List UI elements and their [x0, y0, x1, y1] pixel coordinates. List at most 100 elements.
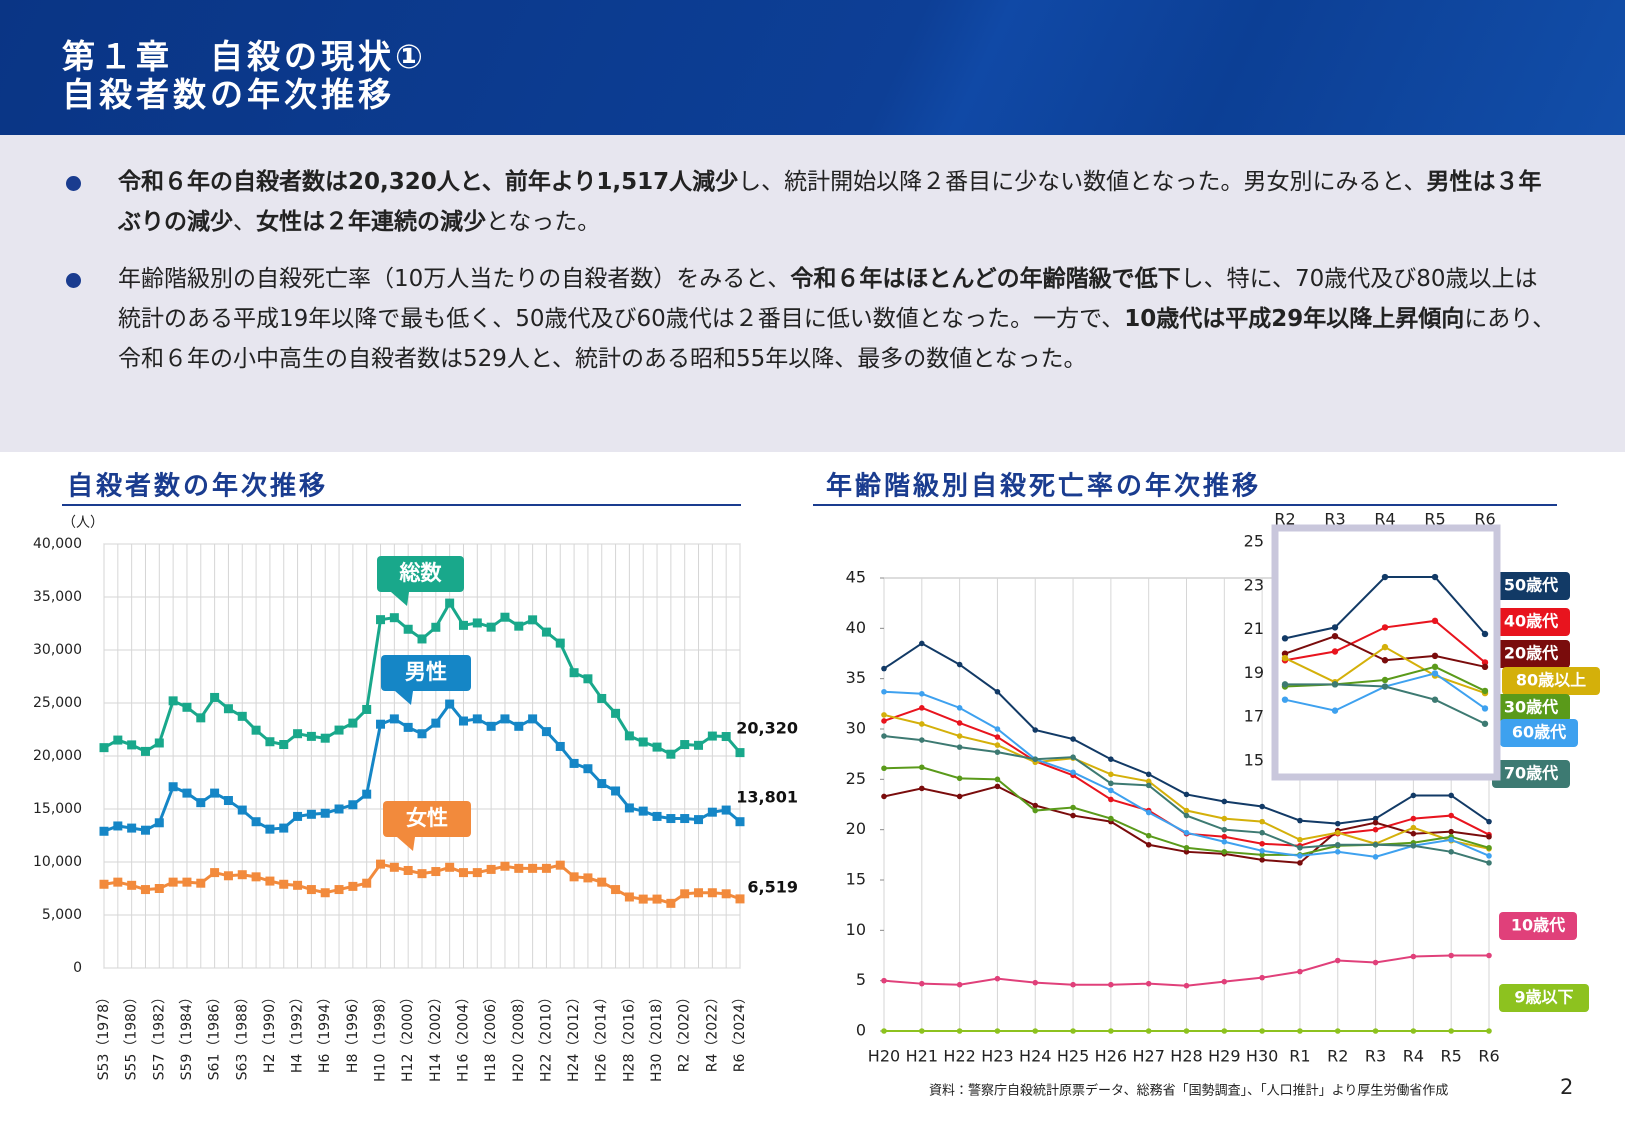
- marker: [541, 627, 551, 637]
- data-label: 6,519: [747, 878, 798, 897]
- inset-marker: [1381, 573, 1389, 581]
- legend-label: 男性: [405, 660, 447, 684]
- x-tick-label: H4（1992）: [290, 990, 306, 1073]
- inset-y-tick-label: 17: [1244, 707, 1264, 726]
- legend-label: 60歳代: [1512, 723, 1566, 742]
- inset-marker: [1281, 650, 1289, 657]
- marker: [735, 748, 745, 758]
- marker: [707, 731, 717, 741]
- marker: [154, 818, 164, 828]
- marker: [666, 898, 676, 908]
- x-tick-label: H24: [1019, 1047, 1051, 1066]
- marker: [1410, 842, 1417, 849]
- marker: [694, 815, 704, 825]
- marker: [994, 742, 1001, 748]
- y-tick-label: 0: [73, 960, 82, 976]
- marker: [1448, 792, 1454, 799]
- marker: [362, 878, 372, 888]
- x-tick-label: H2（1990）: [262, 990, 278, 1073]
- marker: [113, 877, 123, 887]
- marker: [1448, 849, 1454, 855]
- marker: [1183, 812, 1190, 819]
- x-tick-label: H28: [1170, 1047, 1202, 1066]
- marker: [1070, 812, 1076, 819]
- marker: [994, 1028, 1001, 1034]
- marker: [1372, 854, 1379, 860]
- marker: [223, 871, 233, 881]
- text: となった。: [486, 209, 601, 235]
- marker: [223, 796, 233, 806]
- x-tick-label: S59（1984）: [179, 990, 195, 1080]
- y-tick-label: 15: [846, 870, 866, 889]
- page-title: 自殺者数の年次推移: [62, 75, 395, 114]
- inset-marker: [1381, 657, 1389, 664]
- marker: [279, 740, 289, 750]
- x-tick-label: S57（1982）: [151, 990, 167, 1080]
- marker: [1486, 1028, 1492, 1034]
- marker: [223, 704, 233, 714]
- marker: [140, 885, 150, 895]
- x-tick-label: H16（2004）: [455, 990, 471, 1082]
- marker: [1221, 815, 1228, 822]
- marker: [694, 740, 704, 750]
- marker: [555, 860, 565, 870]
- marker: [1372, 1028, 1379, 1034]
- inset-marker: [1281, 681, 1289, 688]
- marker: [956, 744, 963, 750]
- marker: [168, 696, 178, 706]
- x-tick-label: S55（1980）: [124, 990, 140, 1080]
- marker: [1486, 853, 1492, 859]
- marker: [1221, 849, 1228, 855]
- marker: [389, 714, 399, 724]
- inset-marker: [1281, 654, 1289, 662]
- x-tick-label: H24（2012）: [566, 990, 582, 1082]
- inset-marker: [1381, 683, 1389, 690]
- marker: [445, 862, 455, 872]
- marker: [279, 879, 289, 889]
- marker: [486, 622, 496, 632]
- marker: [1297, 844, 1303, 851]
- inset-marker: [1481, 663, 1489, 671]
- inset-marker: [1331, 681, 1339, 688]
- marker: [403, 865, 413, 875]
- marker: [1297, 968, 1303, 975]
- marker: [1183, 982, 1190, 989]
- marker: [666, 814, 676, 824]
- marker: [265, 737, 275, 747]
- marker: [881, 733, 887, 739]
- marker: [1448, 812, 1454, 819]
- marker: [458, 868, 468, 878]
- marker: [113, 735, 123, 745]
- marker: [956, 661, 963, 668]
- marker: [403, 722, 413, 732]
- marker: [652, 742, 662, 752]
- marker: [210, 868, 220, 878]
- bold-text: 女性は２年連続の減少: [256, 209, 486, 235]
- marker: [445, 598, 455, 608]
- marker: [666, 749, 676, 759]
- y-tick-label: 25: [846, 769, 866, 788]
- marker: [1259, 1028, 1265, 1034]
- charts: 自殺者数の年次推移 年齢階級別自殺死亡率の年次推移 （人） 資料：警察庁自殺統計…: [33, 471, 1600, 1099]
- marker: [1486, 844, 1492, 851]
- inset-marker: [1481, 630, 1489, 638]
- marker: [1334, 820, 1341, 827]
- x-tick-label: R6（2024）: [732, 990, 748, 1072]
- marker: [1108, 780, 1114, 787]
- x-tick-label: R4: [1403, 1047, 1424, 1066]
- marker: [320, 733, 330, 743]
- marker: [1183, 1028, 1190, 1034]
- series-callout: [383, 801, 471, 837]
- marker: [472, 618, 482, 628]
- x-tick-label: R2（2020）: [677, 990, 693, 1072]
- marker: [334, 885, 344, 895]
- marker: [1372, 815, 1379, 822]
- x-tick-label: R3: [1365, 1047, 1386, 1066]
- marker: [237, 870, 247, 880]
- marker: [956, 720, 963, 726]
- marker: [500, 714, 510, 724]
- legend-label: 70歳代: [1504, 764, 1558, 783]
- y-axis-label: （人）: [62, 515, 104, 531]
- x-tick-label: R2: [1327, 1047, 1348, 1066]
- marker: [597, 877, 607, 887]
